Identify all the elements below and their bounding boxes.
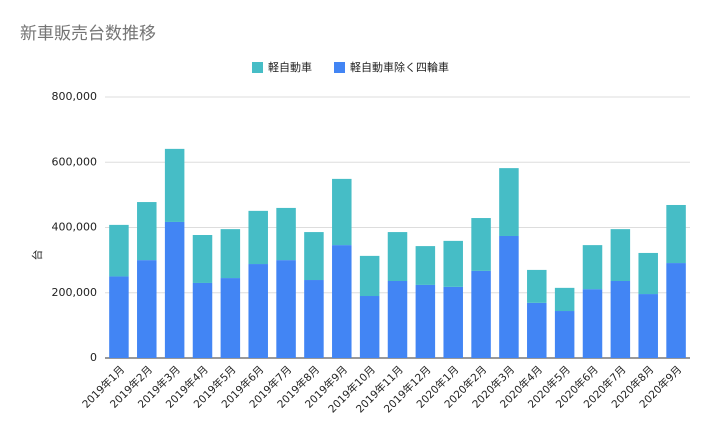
y-tick-label: 400,000	[52, 221, 98, 234]
bar-segment	[137, 202, 157, 261]
bar-segment	[499, 168, 519, 236]
bar-segment	[164, 148, 185, 222]
bar-segment	[415, 246, 436, 285]
bar-segment	[109, 224, 129, 277]
bar-segment	[471, 270, 491, 358]
bar-segment	[499, 235, 519, 358]
bar-segment	[220, 278, 241, 358]
y-tick-label: 600,000	[52, 155, 98, 168]
legend-label: 軽自動車	[268, 60, 312, 74]
bar-segment	[304, 232, 324, 281]
chart-title: 新車販売台数推移	[20, 24, 156, 44]
bar-segment	[276, 260, 296, 358]
bar-segment	[471, 218, 491, 271]
bar-segment	[527, 269, 547, 303]
bar-segment	[137, 260, 157, 358]
bar-segment	[109, 276, 129, 358]
bar-segment	[527, 302, 547, 358]
bar-segment	[554, 287, 575, 312]
bar-segment	[666, 204, 686, 264]
bar-segment	[666, 263, 686, 358]
y-tick-label: 800,000	[52, 90, 98, 103]
bar-segment	[582, 289, 603, 358]
bar-segment	[192, 235, 213, 283]
bar-segment	[554, 311, 575, 358]
bar-segment	[164, 221, 185, 358]
y-tick-label: 0	[90, 351, 97, 364]
bar-segment	[610, 281, 631, 358]
bar-segment	[248, 264, 268, 358]
bar-segment	[443, 286, 463, 358]
bar-segment	[610, 229, 631, 282]
bar-segment	[248, 210, 268, 265]
bar-segment	[332, 178, 352, 246]
bar-segment	[443, 240, 463, 287]
bar-segment	[359, 296, 380, 358]
bar-segment	[415, 284, 436, 358]
bar-segment	[638, 294, 658, 358]
y-axis-label: 台	[30, 250, 44, 261]
y-tick-label: 200,000	[52, 286, 98, 299]
bar-segment	[332, 245, 352, 358]
bar-segment	[192, 282, 213, 358]
legend-label: 軽自動車除く四輪車	[350, 60, 449, 74]
bar-segment	[582, 245, 603, 290]
bar-segment	[276, 207, 296, 261]
legend-swatch	[334, 62, 345, 73]
bar-segment	[304, 280, 324, 358]
legend-swatch	[252, 62, 263, 73]
bar-segment	[638, 252, 658, 295]
bar-segment	[220, 229, 241, 279]
bar-segment	[359, 255, 380, 297]
bar-segment	[387, 232, 408, 282]
bar-segment	[387, 281, 408, 358]
